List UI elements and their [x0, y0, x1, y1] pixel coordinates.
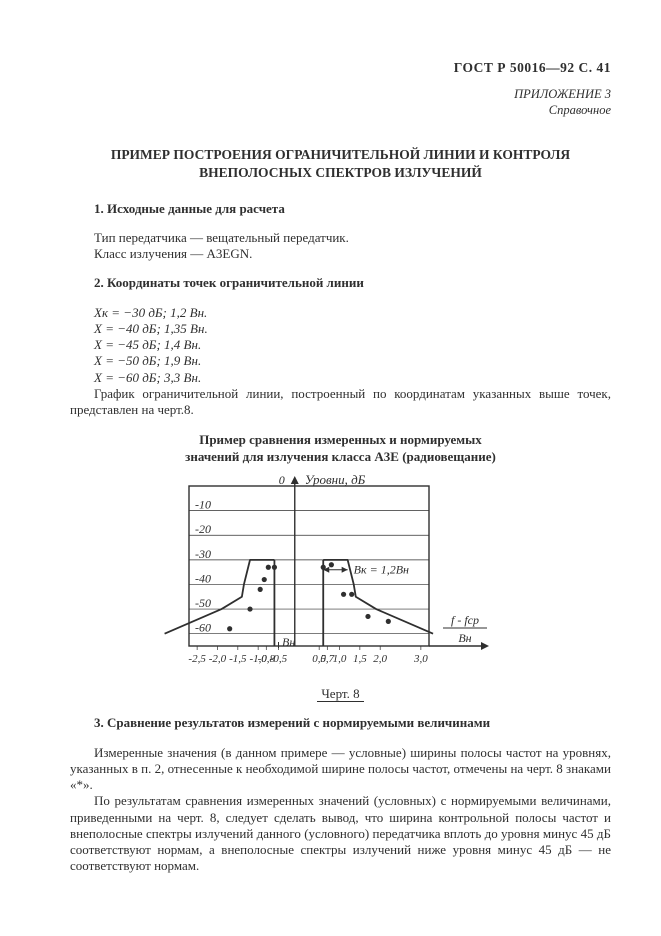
chart-caption-l2: значений для излучения класса A3E (радио…	[185, 449, 496, 464]
section2-head: 2. Координаты точек ограничительной лини…	[70, 275, 611, 291]
coord-row: X = −45 дБ; 1,4 Bн.	[94, 337, 611, 353]
spectrum-chart: -10-20-30-40-50-60-2,5-2,0-1,5-1,0-0,8-0…	[131, 472, 551, 684]
svg-text:-30: -30	[195, 547, 211, 561]
svg-text:-0,5: -0,5	[269, 653, 287, 665]
section1-line2: Класс излучения — A3EGN.	[70, 246, 611, 262]
svg-text:Bн: Bн	[282, 635, 295, 649]
svg-text:-1,5: -1,5	[229, 653, 247, 665]
svg-text:Bк = 1,2Bн: Bк = 1,2Bн	[353, 563, 408, 577]
svg-text:-20: -20	[195, 522, 211, 536]
section1-head: 1. Исходные данные для расчета	[70, 201, 611, 217]
svg-text:2,0: 2,0	[373, 653, 387, 665]
svg-text:f - fср: f - fср	[451, 613, 479, 627]
coord-row: Xк = −30 дБ; 1,2 Bн.	[94, 305, 611, 321]
svg-text:0: 0	[278, 473, 284, 487]
svg-text:-40: -40	[195, 572, 211, 586]
svg-text:-2,0: -2,0	[208, 653, 226, 665]
svg-text:1,0: 1,0	[332, 653, 346, 665]
coord-row: X = −40 дБ; 1,35 Bн.	[94, 321, 611, 337]
appendix-title: ПРИЛОЖЕНИЕ 3	[70, 87, 611, 103]
svg-text:Bн: Bн	[458, 631, 471, 645]
appendix-kind: Справочное	[70, 103, 611, 119]
figure-label: Черт. 8	[317, 686, 363, 702]
section3-head: 3. Сравнение результатов измерений с нор…	[70, 715, 611, 731]
coord-row: X = −60 дБ; 3,3 Bн.	[94, 370, 611, 386]
svg-text:3,0: 3,0	[412, 653, 427, 665]
svg-text:-50: -50	[195, 596, 211, 610]
section3-p2: По результатам сравнения измеренных знач…	[70, 793, 611, 874]
svg-text:1,5: 1,5	[352, 653, 366, 665]
svg-text:-60: -60	[195, 621, 211, 635]
section3-p1: Измеренные значения (в данном примере — …	[70, 745, 611, 794]
svg-text:-2,5: -2,5	[188, 653, 206, 665]
svg-text:-10: -10	[195, 498, 211, 512]
svg-text:Уровни, дБ: Уровни, дБ	[304, 472, 365, 487]
coord-row: X = −50 дБ; 1,9 Bн.	[94, 353, 611, 369]
doc-code: ГОСТ Р 50016—92 С. 41	[70, 60, 611, 77]
section1-line1: Тип передатчика — вещательный передатчик…	[70, 230, 611, 246]
chart-caption-l1: Пример сравнения измеренных и нормируемы…	[199, 432, 482, 447]
main-title: ПРИМЕР ПОСТРОЕНИЯ ОГРАНИЧИТЕЛЬНОЙ ЛИНИИ …	[80, 146, 601, 182]
section2-para: График ограничительной линии, построенны…	[70, 386, 611, 419]
